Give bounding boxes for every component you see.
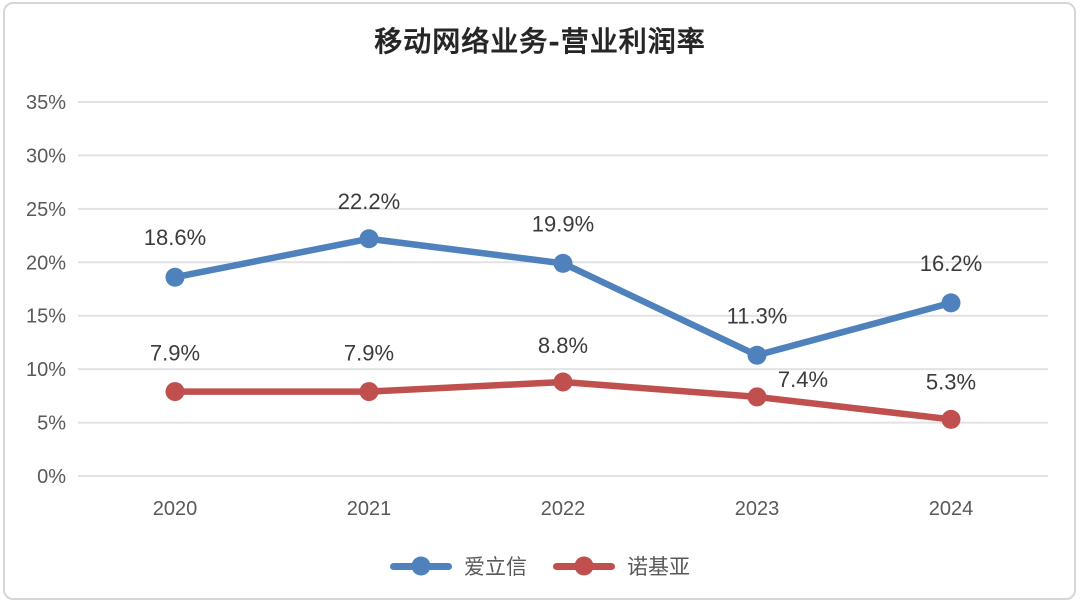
legend-dot-icon [411,556,431,576]
data-label: 5.3% [926,369,976,394]
y-axis-tick-label: 15% [26,306,66,328]
x-axis-tick-label: 2024 [929,498,974,520]
legend-item-ericsson: 爱立信 [390,551,527,581]
data-label: 18.6% [144,225,206,250]
data-label: 7.4% [778,367,828,392]
data-point [165,267,185,287]
data-label: 16.2% [920,251,982,276]
x-axis-tick-label: 2022 [541,498,586,520]
legend-line-marker-icon [553,556,615,576]
data-label: 11.3% [727,303,788,328]
data-point [553,372,573,392]
data-point [165,382,185,402]
legend-label: 诺基亚 [627,556,690,579]
data-point [553,253,573,273]
legend-item-nokia: 诺基亚 [553,551,690,581]
y-axis-tick-label: 25% [26,199,66,221]
x-axis-tick-label: 2021 [347,498,392,520]
y-axis-tick-label: 20% [26,252,66,274]
data-label: 22.2% [338,189,400,214]
chart-title: 移动网络业务-营业利润率 [374,25,706,58]
data-label: 8.8% [538,333,588,358]
legend: 爱立信 诺基亚 [0,551,1080,581]
legend-line-marker-icon [390,556,452,576]
y-axis-tick-label: 5% [37,413,66,435]
data-label: 7.9% [344,341,394,366]
y-axis-tick-label: 10% [26,359,66,381]
legend-dot-icon [574,556,594,576]
y-axis-tick-label: 35% [26,92,66,114]
data-point [359,229,379,249]
data-point [359,382,379,402]
x-axis-tick-label: 2020 [153,498,198,520]
data-label: 7.9% [150,341,200,366]
legend-label: 爱立信 [464,556,527,579]
x-axis-tick-label: 2023 [735,498,780,520]
data-point [941,409,961,429]
data-point [747,345,767,365]
data-point [747,387,767,407]
data-point [941,293,961,313]
y-axis-tick-label: 30% [26,145,66,167]
data-label: 19.9% [532,211,594,236]
y-axis-tick-label: 0% [37,466,66,488]
